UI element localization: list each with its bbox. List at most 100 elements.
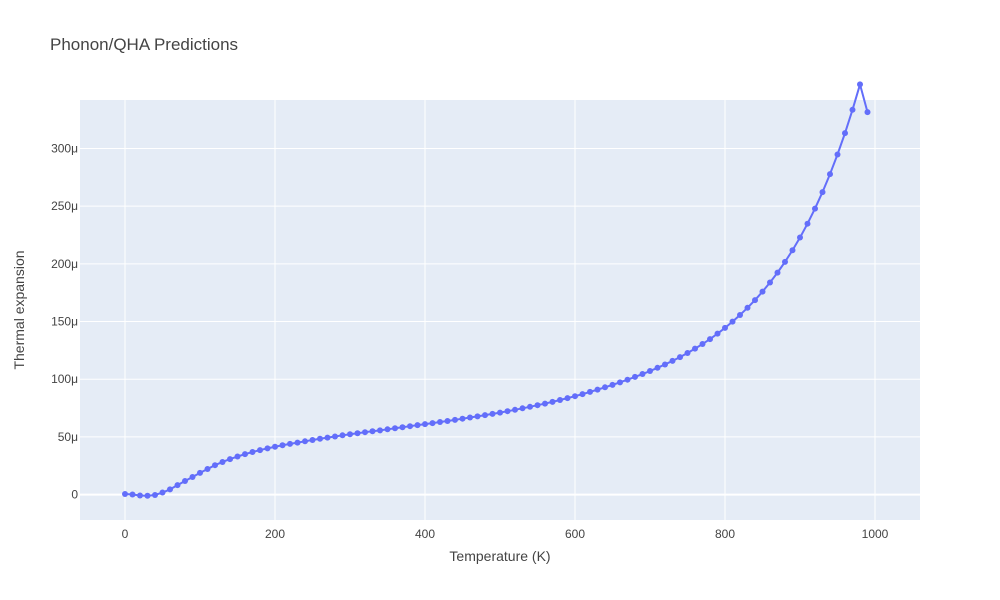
data-point[interactable] xyxy=(594,386,601,393)
data-point[interactable] xyxy=(377,427,383,434)
data-point[interactable] xyxy=(639,371,646,378)
data-point[interactable] xyxy=(609,381,616,388)
data-point[interactable] xyxy=(189,473,196,480)
data-point[interactable] xyxy=(302,438,308,445)
data-point[interactable] xyxy=(227,456,233,463)
data-point[interactable] xyxy=(864,109,871,116)
data-point[interactable] xyxy=(384,426,391,433)
data-point[interactable] xyxy=(204,466,211,472)
data-point[interactable] xyxy=(257,447,263,454)
data-point[interactable] xyxy=(774,269,781,276)
data-point[interactable] xyxy=(467,414,473,421)
data-point[interactable] xyxy=(287,440,293,447)
data-point[interactable] xyxy=(564,395,571,402)
data-point[interactable] xyxy=(294,439,301,446)
data-point[interactable] xyxy=(219,458,226,465)
data-point[interactable] xyxy=(549,398,556,405)
data-point[interactable] xyxy=(459,415,466,422)
data-point[interactable] xyxy=(797,234,803,241)
data-point[interactable] xyxy=(827,171,833,178)
data-point[interactable] xyxy=(174,482,181,489)
data-point[interactable] xyxy=(699,341,706,348)
data-point[interactable] xyxy=(159,489,166,496)
data-point[interactable] xyxy=(707,336,713,343)
data-point[interactable] xyxy=(279,442,286,449)
data-point[interactable] xyxy=(624,376,631,383)
data-point[interactable] xyxy=(834,151,841,158)
data-point[interactable] xyxy=(437,419,443,426)
data-point[interactable] xyxy=(782,258,788,265)
data-point[interactable] xyxy=(167,486,173,493)
data-point[interactable] xyxy=(572,393,578,400)
data-point[interactable] xyxy=(429,420,436,427)
data-point[interactable] xyxy=(317,435,323,442)
data-point[interactable] xyxy=(242,451,248,458)
data-point[interactable] xyxy=(197,469,203,476)
data-point[interactable] xyxy=(407,423,413,430)
data-point[interactable] xyxy=(152,491,158,498)
data-point[interactable] xyxy=(789,247,796,254)
data-point[interactable] xyxy=(497,409,503,416)
data-point[interactable] xyxy=(137,492,143,499)
data-point[interactable] xyxy=(512,406,518,413)
data-point[interactable] xyxy=(392,425,398,432)
data-point[interactable] xyxy=(744,304,751,311)
data-point[interactable] xyxy=(519,405,526,412)
data-point[interactable] xyxy=(849,106,856,113)
data-point[interactable] xyxy=(354,430,361,437)
data-point[interactable] xyxy=(332,433,338,440)
data-point[interactable] xyxy=(272,443,278,450)
data-point[interactable] xyxy=(767,279,773,286)
data-point[interactable] xyxy=(684,350,691,357)
data-point[interactable] xyxy=(129,491,136,498)
data-point[interactable] xyxy=(369,428,376,435)
data-point[interactable] xyxy=(819,189,826,196)
data-point[interactable] xyxy=(669,357,676,364)
data-point[interactable] xyxy=(692,345,698,352)
data-point[interactable] xyxy=(482,412,488,419)
data-point[interactable] xyxy=(182,478,188,484)
data-point[interactable] xyxy=(752,297,758,304)
data-point[interactable] xyxy=(489,410,496,417)
data-point[interactable] xyxy=(842,130,848,137)
data-point[interactable] xyxy=(662,361,668,368)
data-point[interactable] xyxy=(527,403,533,410)
data-point[interactable] xyxy=(324,434,331,441)
data-point[interactable] xyxy=(362,429,368,436)
data-point[interactable] xyxy=(542,400,548,407)
data-point[interactable] xyxy=(557,397,563,403)
data-point[interactable] xyxy=(737,311,743,318)
data-point[interactable] xyxy=(602,384,608,391)
data-point[interactable] xyxy=(452,416,458,423)
data-point[interactable] xyxy=(414,422,421,429)
data-point[interactable] xyxy=(122,491,128,498)
data-point[interactable] xyxy=(234,453,241,460)
data-point[interactable] xyxy=(504,408,511,415)
data-point[interactable] xyxy=(579,391,586,398)
data-point[interactable] xyxy=(654,364,661,371)
data-point[interactable] xyxy=(714,330,721,337)
data-point[interactable] xyxy=(399,424,406,431)
data-point[interactable] xyxy=(722,324,728,331)
data-point[interactable] xyxy=(534,402,541,409)
data-point[interactable] xyxy=(647,368,653,375)
data-point[interactable] xyxy=(587,388,593,395)
data-point[interactable] xyxy=(309,437,316,444)
data-point[interactable] xyxy=(347,431,353,438)
data-point[interactable] xyxy=(617,379,623,386)
data-point[interactable] xyxy=(444,418,451,424)
data-point[interactable] xyxy=(144,492,151,499)
data-point[interactable] xyxy=(422,421,428,428)
data-point[interactable] xyxy=(729,318,736,325)
data-point[interactable] xyxy=(212,462,218,469)
data-point[interactable] xyxy=(339,432,346,439)
data-point[interactable] xyxy=(759,288,766,295)
data-point[interactable] xyxy=(677,354,683,361)
data-point[interactable] xyxy=(474,413,481,420)
data-point[interactable] xyxy=(804,220,811,227)
data-point[interactable] xyxy=(857,81,863,88)
data-point[interactable] xyxy=(812,205,818,212)
data-point[interactable] xyxy=(632,373,638,380)
data-point[interactable] xyxy=(249,449,256,456)
data-point[interactable] xyxy=(264,445,271,452)
